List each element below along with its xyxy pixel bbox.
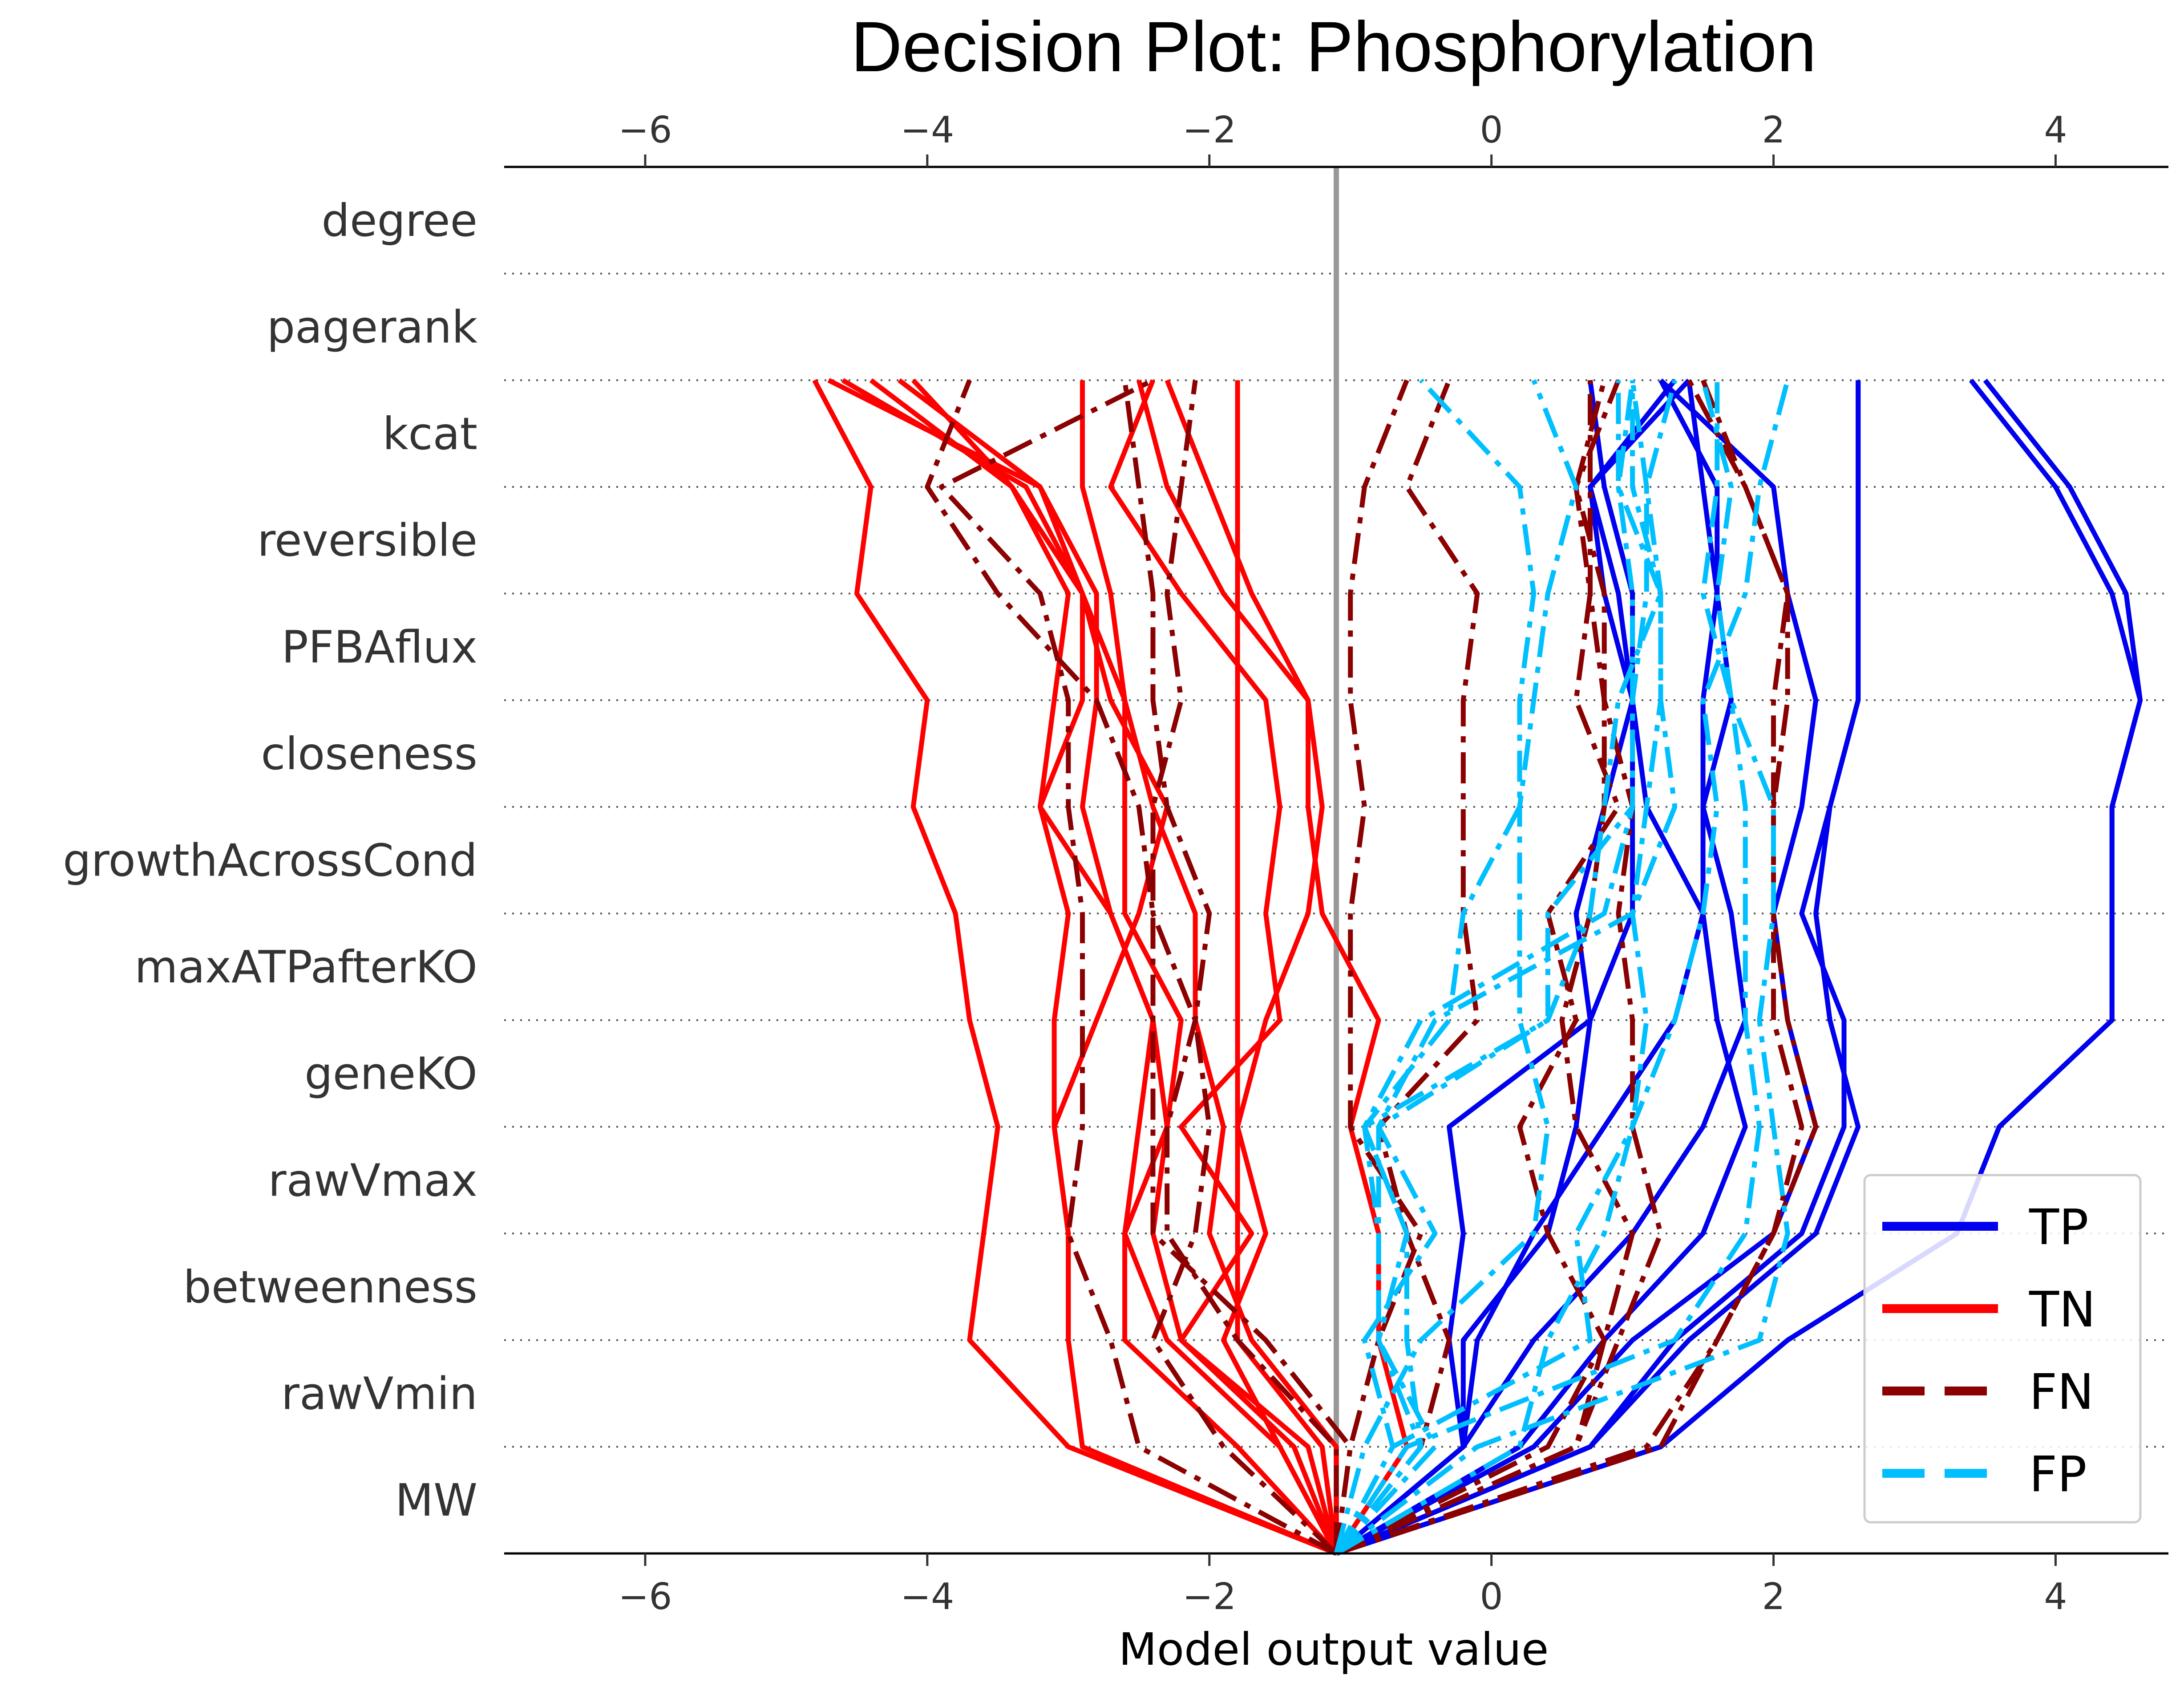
axes: −6 −6 −4 −4 −2 −2 0 0 2 2 4 4 xyxy=(504,109,2168,1618)
top-tick-label: 4 xyxy=(2044,109,2067,151)
series-line-tp-3 xyxy=(1335,380,1861,1556)
series-lines xyxy=(812,378,2143,1556)
chart-title: Decision Plot: Phosphorylation xyxy=(851,7,1816,86)
series-line-fp-41 xyxy=(1335,380,1663,1556)
bottom-tick-label: −4 xyxy=(900,1576,954,1618)
series-line-tn-16 xyxy=(1080,380,1339,1553)
feature-label-rawVmax: rawVmax xyxy=(268,1154,477,1206)
series-line-fp-36 xyxy=(1334,380,1635,1555)
series-line-fn-23 xyxy=(925,379,1353,1554)
series-line-fn-22 xyxy=(1334,379,1424,1554)
series-line-fp-32 xyxy=(1334,378,1537,1555)
series-line-tp-1 xyxy=(1335,378,2143,1556)
bottom-tick-label: 2 xyxy=(1762,1576,1785,1618)
top-tick-label: −6 xyxy=(619,109,672,151)
feature-label-betweenness: betweenness xyxy=(183,1261,477,1313)
feature-label-PFBAflux: PFBAflux xyxy=(282,621,477,673)
top-tick-label: −4 xyxy=(900,109,954,151)
legend: TP TN FN FP xyxy=(1863,1174,2142,1524)
x-axis-label: Model output value xyxy=(1119,1623,1549,1675)
feature-labels: degree pagerank kcat reversible PFBAflux clos… xyxy=(63,195,477,1526)
feature-label-geneKO: geneKO xyxy=(304,1048,477,1100)
series-line-tn-14 xyxy=(898,378,1339,1555)
feature-label-closeness: closeness xyxy=(261,728,477,780)
feature-label-reversible: reversible xyxy=(257,515,477,567)
feature-label-maxATPafterKO: maxATPafterKO xyxy=(134,941,477,993)
legend-label-fp: FP xyxy=(2029,1446,2087,1503)
feature-label-MW: MW xyxy=(395,1474,477,1526)
series-line-fn-29 xyxy=(1335,380,1663,1556)
series-line-fp-35 xyxy=(1334,379,1678,1555)
series-line-tp-8 xyxy=(1335,378,1691,1556)
bottom-tick-label: −2 xyxy=(1182,1576,1236,1618)
top-tick-label: −2 xyxy=(1182,109,1236,151)
legend-label-fn: FN xyxy=(2029,1363,2094,1420)
series-line-fn-21 xyxy=(1122,380,1339,1553)
series-line-fn-25 xyxy=(1150,380,1338,1555)
feature-label-kcat: kcat xyxy=(383,408,477,460)
feature-label-degree: degree xyxy=(322,195,477,247)
legend-label-tp: TP xyxy=(2029,1199,2089,1256)
series-line-tn-10 xyxy=(812,379,1338,1556)
series-line-fp-38 xyxy=(1334,379,1762,1555)
series-line-fp-40 xyxy=(1334,379,1579,1554)
feature-label-pagerank: pagerank xyxy=(267,301,478,353)
bottom-tick-label: 0 xyxy=(1480,1576,1503,1618)
series-line-fn-31 xyxy=(1334,379,1480,1555)
feature-label-rawVmin: rawVmin xyxy=(281,1368,477,1420)
series-line-fp-39 xyxy=(1334,379,1790,1555)
series-line-fn-30 xyxy=(1335,379,1621,1556)
top-tick-label: 2 xyxy=(1762,109,1785,151)
series-line-tn-13 xyxy=(869,378,1338,1556)
series-line-tn-20 xyxy=(1136,379,1339,1555)
legend-label-tn: TN xyxy=(2029,1281,2095,1338)
bottom-tick-label: −6 xyxy=(619,1576,672,1618)
bottom-tick-label: 4 xyxy=(2044,1576,2067,1618)
legend-box xyxy=(1863,1174,2142,1524)
series-line-fn-26 xyxy=(1335,379,1635,1556)
series-line-fp-37 xyxy=(1335,380,1790,1556)
top-tick-label: 0 xyxy=(1480,109,1503,151)
feature-label-growthAcrossCond: growthAcrossCond xyxy=(63,835,477,887)
